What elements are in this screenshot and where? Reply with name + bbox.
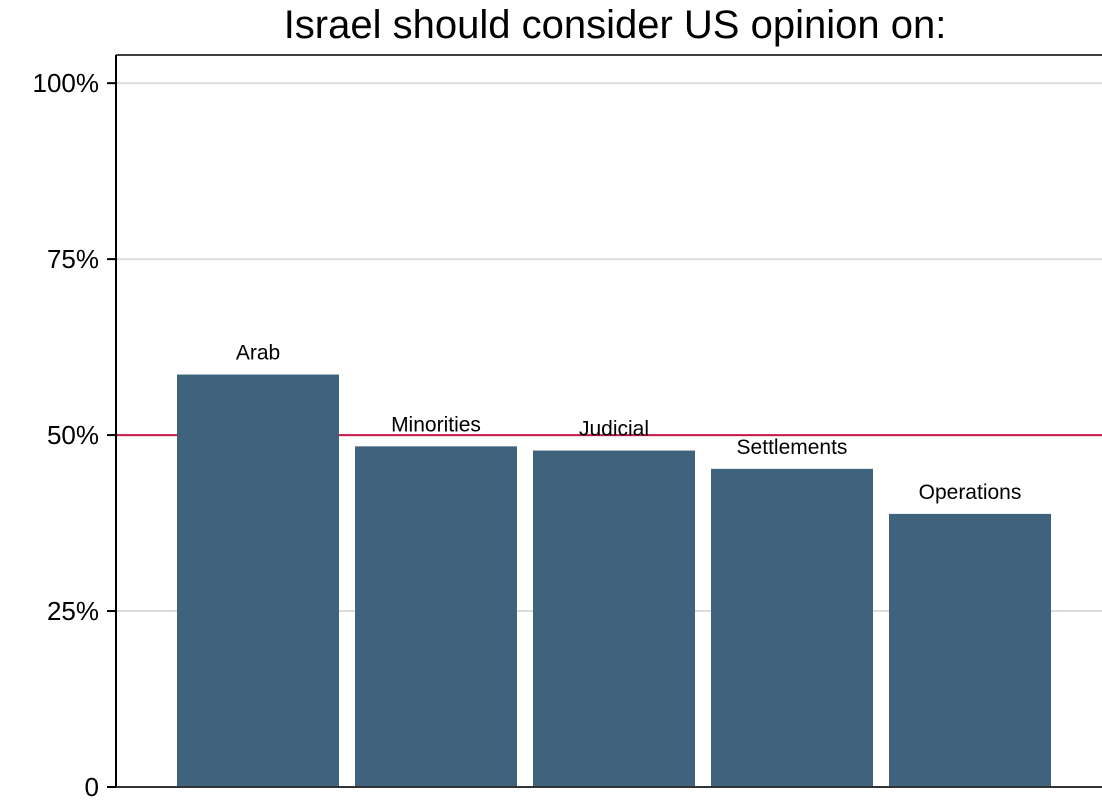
chart-title: Israel should consider US opinion on: [284, 3, 947, 47]
bar-minorities [355, 446, 517, 787]
y-tick-label-4: 100% [33, 68, 100, 98]
bar-label-arab: Arab [236, 342, 280, 365]
bar-label-minorities: Minorities [391, 413, 481, 436]
y-tick-label-1: 25% [47, 596, 99, 626]
bar-label-operations: Operations [919, 481, 1022, 504]
y-tick-label-0: 0 [85, 772, 99, 798]
bar-label-judicial: Judicial [579, 418, 649, 441]
bar-operations [889, 514, 1051, 787]
y-tick-label-2: 50% [47, 420, 99, 450]
y-tick-label-3: 75% [47, 244, 99, 274]
bar-judicial [533, 451, 695, 787]
bar-label-settlements: Settlements [737, 436, 848, 459]
bar-arab [177, 375, 339, 787]
bar-settlements [711, 469, 873, 787]
